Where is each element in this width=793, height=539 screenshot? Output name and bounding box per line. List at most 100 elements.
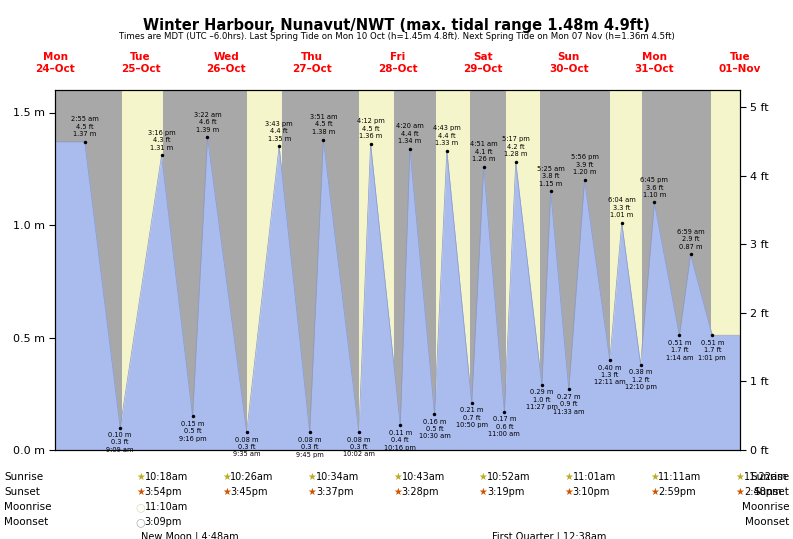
- Text: 11:01am: 11:01am: [573, 472, 616, 482]
- Text: 4:12 pm
4.5 ft
1.36 m: 4:12 pm 4.5 ft 1.36 m: [357, 119, 385, 140]
- Bar: [610, 90, 642, 450]
- Bar: [359, 90, 394, 450]
- Text: 3:09pm: 3:09pm: [144, 517, 182, 527]
- Text: ★: ★: [136, 487, 145, 497]
- Text: ★: ★: [650, 487, 659, 497]
- Text: ★: ★: [650, 472, 659, 482]
- Text: ★: ★: [565, 472, 573, 482]
- Text: ★: ★: [479, 472, 488, 482]
- Text: 24–Oct: 24–Oct: [35, 64, 75, 74]
- Text: 3:54pm: 3:54pm: [144, 487, 182, 497]
- Text: 0.27 m
0.9 ft
11:33 am: 0.27 m 0.9 ft 11:33 am: [553, 394, 584, 414]
- Text: 10:52am: 10:52am: [487, 472, 531, 482]
- Text: 11:22am: 11:22am: [744, 472, 787, 482]
- Text: 30–Oct: 30–Oct: [549, 64, 588, 74]
- Text: Moonset: Moonset: [4, 517, 48, 527]
- Text: 3:51 am
4.5 ft
1.38 m: 3:51 am 4.5 ft 1.38 m: [309, 114, 337, 135]
- Text: 10:34am: 10:34am: [316, 472, 359, 482]
- Text: 0.29 m
1.0 ft
11:27 pm: 0.29 m 1.0 ft 11:27 pm: [526, 389, 557, 410]
- Text: 2:59pm: 2:59pm: [658, 487, 696, 497]
- Bar: [247, 90, 282, 450]
- Text: ○: ○: [136, 502, 145, 512]
- Text: 11:10am: 11:10am: [144, 502, 188, 512]
- Text: 0.38 m
1.2 ft
12:10 pm: 0.38 m 1.2 ft 12:10 pm: [625, 369, 657, 390]
- Text: 01–Nov: 01–Nov: [718, 64, 761, 74]
- Text: 0.08 m
0.3 ft
9:45 pm: 0.08 m 0.3 ft 9:45 pm: [296, 437, 324, 458]
- Text: First Quarter | 12:38am: First Quarter | 12:38am: [492, 532, 606, 539]
- Text: 4:43 pm
4.4 ft
1.33 m: 4:43 pm 4.4 ft 1.33 m: [433, 125, 461, 146]
- Text: 0.15 m
0.5 ft
9:16 pm: 0.15 m 0.5 ft 9:16 pm: [178, 421, 206, 442]
- Text: 2:48pm: 2:48pm: [744, 487, 781, 497]
- Text: Moonrise: Moonrise: [4, 502, 52, 512]
- Text: Sunrise: Sunrise: [750, 472, 789, 482]
- Text: ★: ★: [393, 487, 402, 497]
- Text: Sun: Sun: [557, 52, 580, 62]
- Text: 25–Oct: 25–Oct: [121, 64, 160, 74]
- Bar: [122, 90, 163, 450]
- Text: Sat: Sat: [473, 52, 493, 62]
- Text: Mon: Mon: [43, 52, 67, 62]
- Text: ★: ★: [222, 487, 231, 497]
- Text: 2:55 am
4.5 ft
1.37 m: 2:55 am 4.5 ft 1.37 m: [71, 116, 98, 137]
- Text: Sunrise: Sunrise: [4, 472, 43, 482]
- Text: 0.08 m
0.3 ft
9:35 am: 0.08 m 0.3 ft 9:35 am: [233, 437, 260, 458]
- Text: ★: ★: [308, 487, 316, 497]
- Text: 3:19pm: 3:19pm: [487, 487, 524, 497]
- Text: 10:43am: 10:43am: [401, 472, 445, 482]
- Text: ★: ★: [736, 472, 745, 482]
- Text: 0.11 m
0.4 ft
10:16 pm: 0.11 m 0.4 ft 10:16 pm: [385, 430, 416, 451]
- Text: ★: ★: [565, 487, 573, 497]
- Text: ★: ★: [736, 487, 745, 497]
- Text: 31–Oct: 31–Oct: [634, 64, 674, 74]
- Text: 26–Oct: 26–Oct: [206, 64, 246, 74]
- Text: 4:20 am
4.4 ft
1.34 m: 4:20 am 4.4 ft 1.34 m: [396, 123, 423, 144]
- Text: 5:17 pm
4.2 ft
1.28 m: 5:17 pm 4.2 ft 1.28 m: [502, 136, 530, 157]
- Text: 6:59 am
2.9 ft
0.87 m: 6:59 am 2.9 ft 0.87 m: [676, 229, 704, 250]
- Text: 0.40 m
1.3 ft
12:11 am: 0.40 m 1.3 ft 12:11 am: [594, 364, 626, 385]
- Text: Sunset: Sunset: [753, 487, 789, 497]
- Text: 4:51 am
4.1 ft
1.26 m: 4:51 am 4.1 ft 1.26 m: [470, 141, 497, 162]
- Text: Mon: Mon: [642, 52, 667, 62]
- Text: Moonrise: Moonrise: [741, 502, 789, 512]
- Text: Winter Harbour, Nunavut/NWT (max. tidal range 1.48m 4.9ft): Winter Harbour, Nunavut/NWT (max. tidal …: [143, 18, 650, 33]
- Text: ★: ★: [308, 472, 316, 482]
- Text: 0.08 m
0.3 ft
10:02 am: 0.08 m 0.3 ft 10:02 am: [343, 437, 375, 458]
- Text: 0.10 m
0.3 ft
9:09 am: 0.10 m 0.3 ft 9:09 am: [106, 432, 134, 453]
- Text: 11:11am: 11:11am: [658, 472, 702, 482]
- Text: 5:25 am
3.8 ft
1.15 m: 5:25 am 3.8 ft 1.15 m: [537, 166, 565, 186]
- Text: 3:10pm: 3:10pm: [573, 487, 610, 497]
- Text: Thu: Thu: [301, 52, 323, 62]
- Text: 3:45pm: 3:45pm: [230, 487, 268, 497]
- Text: New Moon | 4:48am: New Moon | 4:48am: [140, 532, 238, 539]
- Text: ★: ★: [479, 487, 488, 497]
- Text: Times are MDT (UTC –6.0hrs). Last Spring Tide on Mon 10 Oct (h=1.45m 4.8ft). Nex: Times are MDT (UTC –6.0hrs). Last Spring…: [119, 32, 674, 41]
- Text: 0.51 m
1.7 ft
1:14 am: 0.51 m 1.7 ft 1:14 am: [665, 340, 693, 361]
- Text: Fri: Fri: [390, 52, 405, 62]
- Text: Sunset: Sunset: [4, 487, 40, 497]
- Text: 0.51 m
1.7 ft
1:01 pm: 0.51 m 1.7 ft 1:01 pm: [699, 340, 726, 361]
- Text: 3:16 pm
4.3 ft
1.31 m: 3:16 pm 4.3 ft 1.31 m: [147, 130, 175, 151]
- Text: 3:43 pm
4.4 ft
1.35 m: 3:43 pm 4.4 ft 1.35 m: [266, 121, 293, 142]
- Text: 5:56 pm
3.9 ft
1.20 m: 5:56 pm 3.9 ft 1.20 m: [571, 155, 599, 176]
- Text: ○: ○: [136, 517, 145, 527]
- Bar: [711, 90, 740, 450]
- Text: Wed: Wed: [213, 52, 239, 62]
- Text: Tue: Tue: [730, 52, 750, 62]
- Text: 27–Oct: 27–Oct: [292, 64, 331, 74]
- Text: Moonset: Moonset: [745, 517, 789, 527]
- Text: ★: ★: [222, 472, 231, 482]
- Text: 10:26am: 10:26am: [230, 472, 274, 482]
- Text: ★: ★: [393, 472, 402, 482]
- Text: 3:37pm: 3:37pm: [316, 487, 354, 497]
- Text: 0.17 m
0.6 ft
11:00 am: 0.17 m 0.6 ft 11:00 am: [488, 416, 520, 437]
- Text: 0.21 m
0.7 ft
10:50 pm: 0.21 m 0.7 ft 10:50 pm: [456, 407, 488, 429]
- Text: 0.16 m
0.5 ft
10:30 am: 0.16 m 0.5 ft 10:30 am: [419, 418, 450, 439]
- Text: Tue: Tue: [130, 52, 151, 62]
- Text: ★: ★: [136, 472, 145, 482]
- Text: 6:45 pm
3.6 ft
1.10 m: 6:45 pm 3.6 ft 1.10 m: [641, 177, 668, 198]
- Text: 29–Oct: 29–Oct: [463, 64, 503, 74]
- Text: 3:22 am
4.6 ft
1.39 m: 3:22 am 4.6 ft 1.39 m: [193, 112, 221, 133]
- Text: 6:04 am
3.3 ft
1.01 m: 6:04 am 3.3 ft 1.01 m: [608, 197, 636, 218]
- Bar: [436, 90, 470, 450]
- Bar: [506, 90, 540, 450]
